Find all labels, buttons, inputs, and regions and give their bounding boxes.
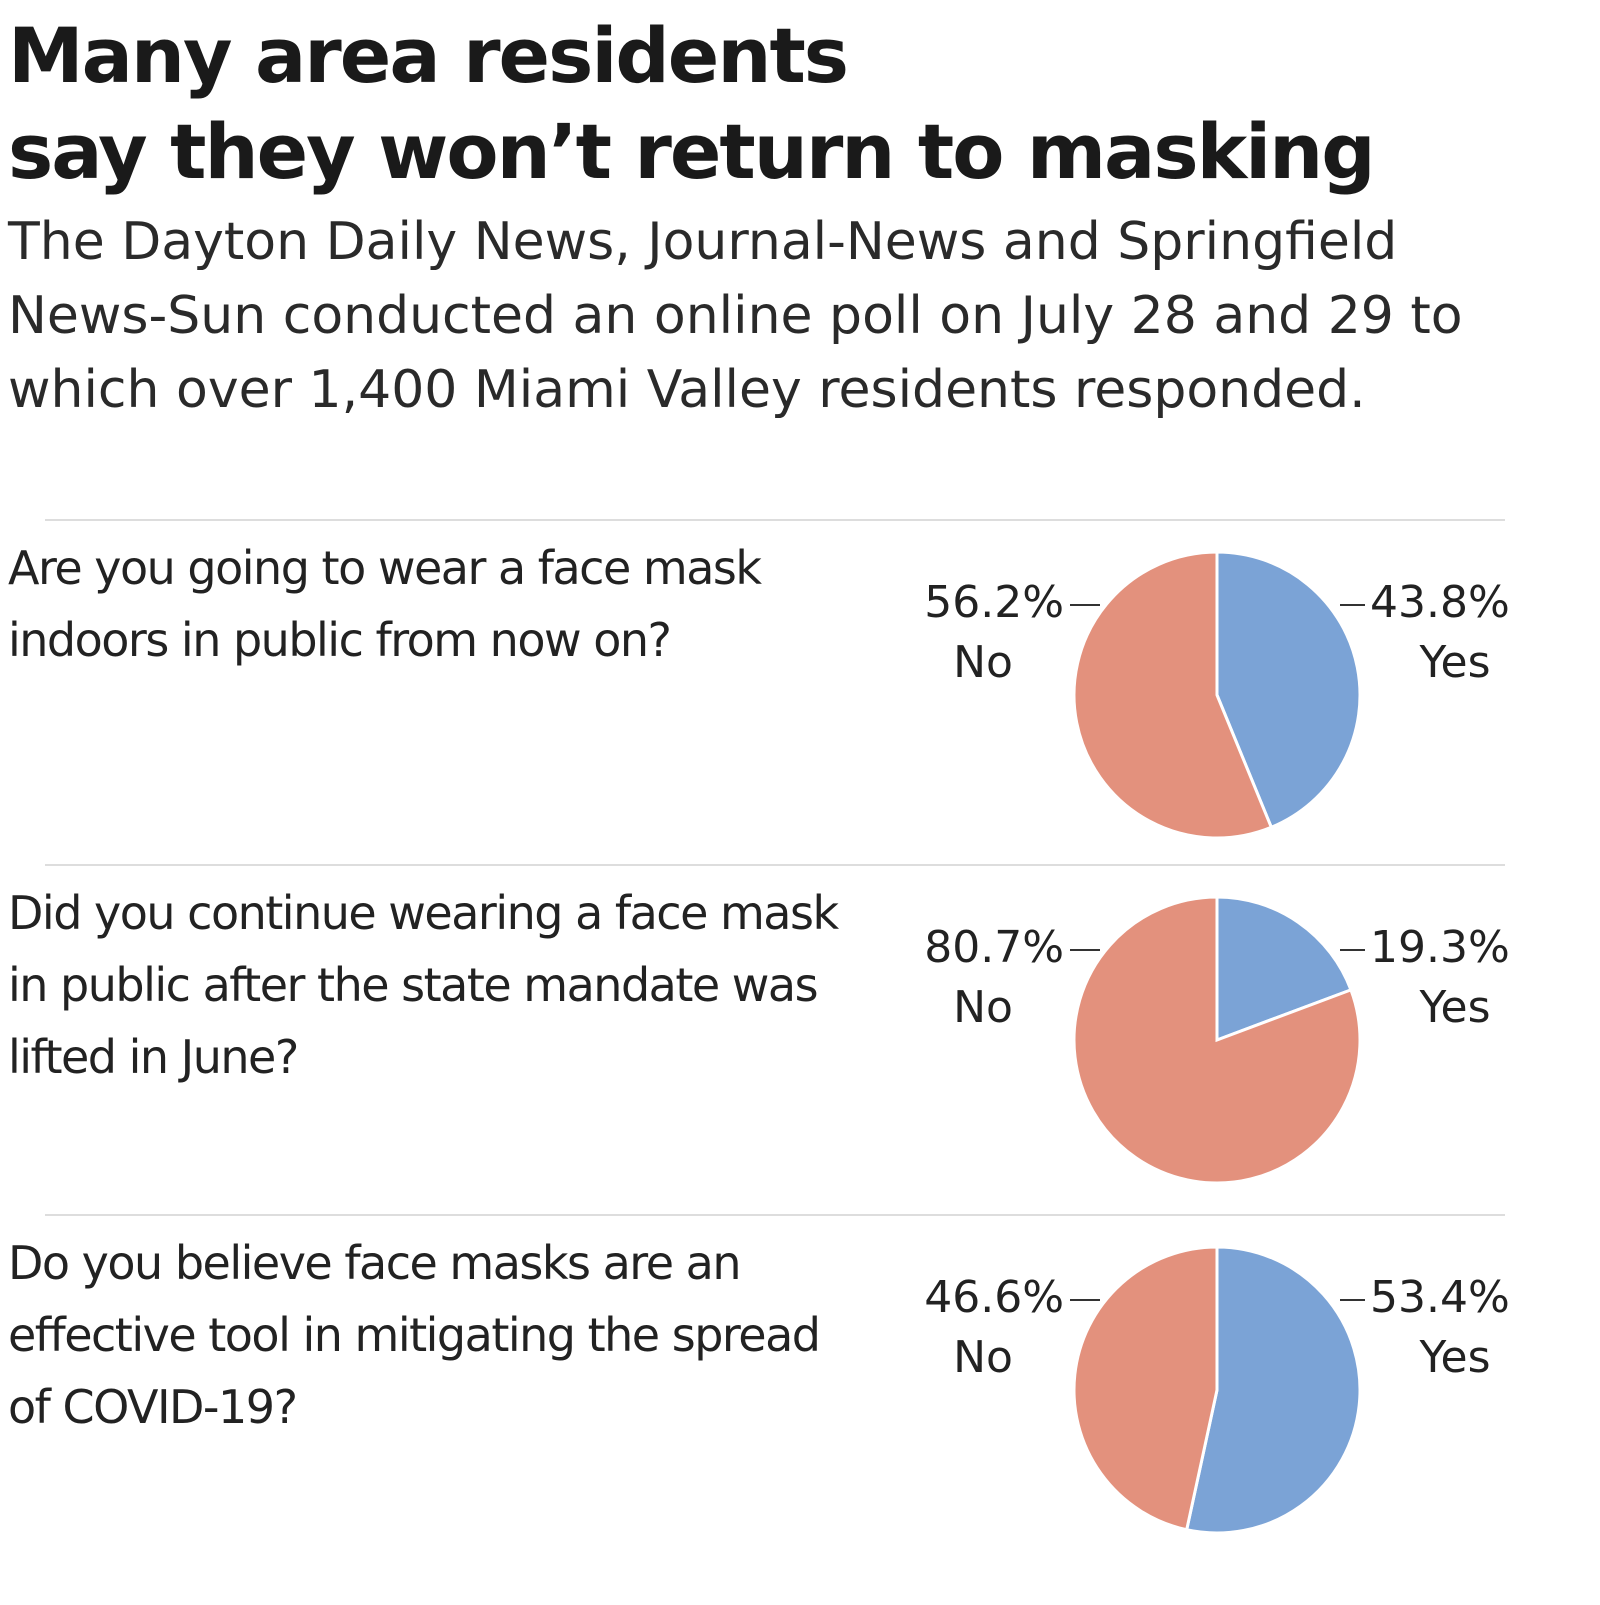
pie-slice	[1184, 1245, 1362, 1535]
question: Did you continue wearing a face mask in …	[8, 886, 839, 1084]
title: Many area residents say they won’t retur…	[8, 8, 1376, 200]
category-label: Yes	[1418, 637, 1490, 688]
pie-slice	[1215, 895, 1353, 1043]
subtitle: The Dayton Daily News, Journal-News and …	[8, 212, 1463, 420]
value-label: 56.2%	[924, 577, 1064, 628]
value-label: 53.4%	[1370, 1272, 1510, 1323]
category-label: No	[953, 637, 1013, 688]
question: Do you believe face masks are an effecti…	[8, 1236, 821, 1434]
pie-slice	[1072, 895, 1362, 1185]
category-label: No	[953, 1332, 1013, 1383]
category-label: No	[953, 982, 1013, 1033]
question: Are you going to wear a face mask indoor…	[8, 541, 762, 667]
title-line: Many area residents	[8, 11, 849, 100]
pie-slice	[1072, 550, 1274, 840]
value-label: 43.8%	[1370, 577, 1510, 628]
value-label: 80.7%	[924, 922, 1064, 973]
title-line: say they won’t return to masking	[8, 107, 1376, 196]
category-label: Yes	[1418, 982, 1490, 1033]
pie-slice	[1215, 550, 1362, 830]
category-label: Yes	[1418, 1332, 1490, 1383]
value-label: 19.3%	[1370, 922, 1510, 973]
pie-slice	[1072, 1245, 1219, 1532]
value-label: 46.6%	[924, 1272, 1064, 1323]
